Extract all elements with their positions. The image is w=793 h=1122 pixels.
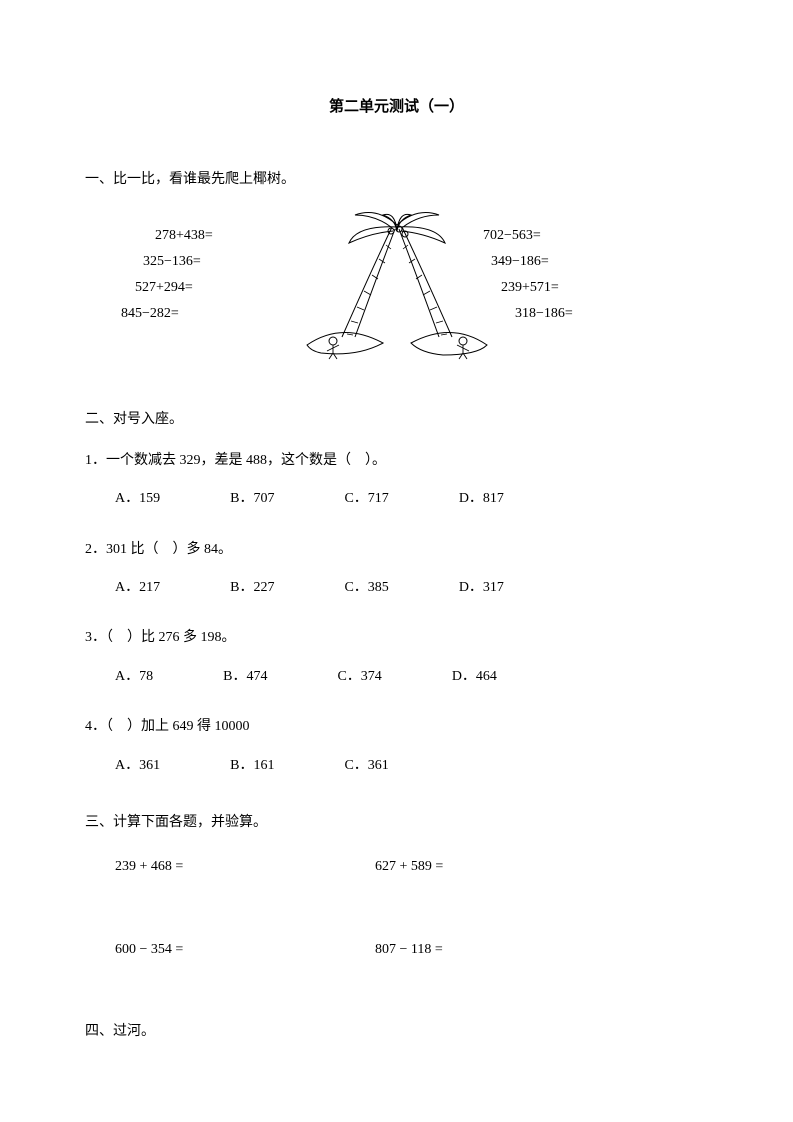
eq-r4: 318−186=	[515, 303, 573, 325]
q4-text: 4．（ ）加上 649 得 10000	[85, 716, 708, 738]
sec3-r2c1: 600 − 354 =	[115, 939, 375, 961]
section2-heading: 二、对号入座。	[85, 409, 708, 431]
q2-opt-c: C．385	[344, 577, 388, 599]
q2-text: 2．301 比（ ）多 84。	[85, 539, 708, 561]
eq-l2: 325−136=	[143, 251, 201, 273]
q3-opt-d: D．464	[452, 666, 497, 688]
q2-opt-a: A．217	[115, 577, 160, 599]
q1-opt-d: D．817	[459, 488, 504, 510]
page-title: 第二单元测试（一）	[85, 95, 708, 119]
sec3-r1c1: 239 + 468 =	[115, 856, 375, 878]
sec3-row2: 600 − 354 = 807 − 118 =	[115, 939, 708, 961]
q3-options: A．78 B．474 C．374 D．464	[115, 666, 708, 688]
q1-opt-c: C．717	[344, 488, 388, 510]
section1-heading: 一、比一比，看谁最先爬上椰树。	[85, 169, 708, 191]
eq-r3: 239+571=	[501, 277, 559, 299]
q4-opt-b: B．161	[230, 755, 274, 777]
sec3-r1c2: 627 + 589 =	[375, 856, 635, 878]
eq-r2: 349−186=	[491, 251, 549, 273]
q2-opt-d: D．317	[459, 577, 504, 599]
eq-r1: 702−563=	[483, 225, 541, 247]
eq-l1: 278+438=	[155, 225, 213, 247]
q2-options: A．217 B．227 C．385 D．317	[115, 577, 708, 599]
q3-text: 3．（ ）比 276 多 198。	[85, 627, 708, 649]
q3-opt-c: C．374	[337, 666, 381, 688]
sec3-row1: 239 + 468 = 627 + 589 =	[115, 856, 708, 878]
eq-l4: 845−282=	[121, 303, 179, 325]
section4-heading: 四、过河。	[85, 1021, 708, 1043]
q4-opt-a: A．361	[115, 755, 160, 777]
sec3-r2c2: 807 − 118 =	[375, 939, 635, 961]
q1-opt-b: B．707	[230, 488, 274, 510]
q1-options: A．159 B．707 C．717 D．817	[115, 488, 708, 510]
palm-tree-illustration	[287, 209, 507, 369]
q1-text: 1．一个数减去 329，差是 488，这个数是（ ）。	[85, 450, 708, 472]
q4-options: A．361 B．161 C．361	[115, 755, 708, 777]
q3-opt-b: B．474	[223, 666, 267, 688]
eq-l3: 527+294=	[135, 277, 193, 299]
q2-opt-b: B．227	[230, 577, 274, 599]
q3-opt-a: A．78	[115, 666, 153, 688]
section3-heading: 三、计算下面各题，并验算。	[85, 812, 708, 834]
q4-opt-c: C．361	[344, 755, 388, 777]
q1-opt-a: A．159	[115, 488, 160, 510]
palm-tree-area: 278+438= 325−136= 527+294= 845−282= 702−…	[85, 209, 708, 369]
